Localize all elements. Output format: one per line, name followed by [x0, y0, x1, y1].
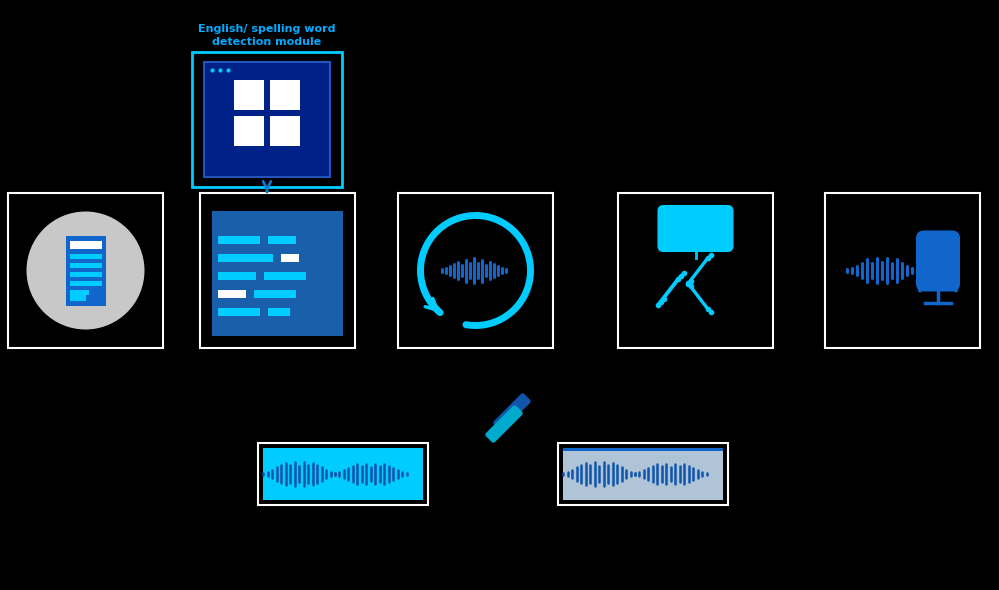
Bar — [212, 211, 343, 336]
Bar — [558, 443, 728, 505]
Bar — [563, 448, 723, 451]
Bar — [398, 193, 553, 348]
Bar — [70, 293, 86, 300]
Bar — [268, 308, 290, 316]
Bar — [270, 80, 300, 110]
Bar — [200, 193, 355, 348]
Bar — [70, 271, 102, 277]
Bar — [218, 308, 260, 316]
Bar — [234, 116, 264, 146]
Bar — [618, 193, 773, 348]
FancyBboxPatch shape — [486, 405, 522, 443]
Bar — [8, 193, 163, 348]
Bar — [825, 193, 980, 348]
Bar — [70, 280, 102, 286]
FancyBboxPatch shape — [916, 231, 960, 291]
Bar — [204, 62, 330, 177]
Bar — [258, 443, 428, 505]
Bar — [270, 116, 300, 146]
Bar — [218, 236, 260, 244]
Bar — [218, 254, 273, 262]
Bar — [70, 290, 89, 294]
FancyBboxPatch shape — [658, 206, 732, 251]
Bar — [268, 236, 296, 244]
Bar — [281, 254, 299, 262]
Bar — [254, 290, 296, 298]
Bar — [70, 241, 102, 248]
Bar — [563, 448, 723, 500]
Ellipse shape — [27, 211, 145, 329]
FancyBboxPatch shape — [494, 393, 530, 431]
Text: English/ spelling word
detection module: English/ spelling word detection module — [198, 24, 336, 47]
Bar — [263, 448, 423, 500]
Bar — [218, 272, 256, 280]
Bar — [264, 272, 306, 280]
Bar — [234, 80, 264, 110]
Bar — [218, 290, 246, 298]
Bar — [70, 263, 102, 267]
Bar — [70, 254, 102, 258]
Bar — [66, 235, 106, 306]
Bar — [192, 52, 342, 187]
